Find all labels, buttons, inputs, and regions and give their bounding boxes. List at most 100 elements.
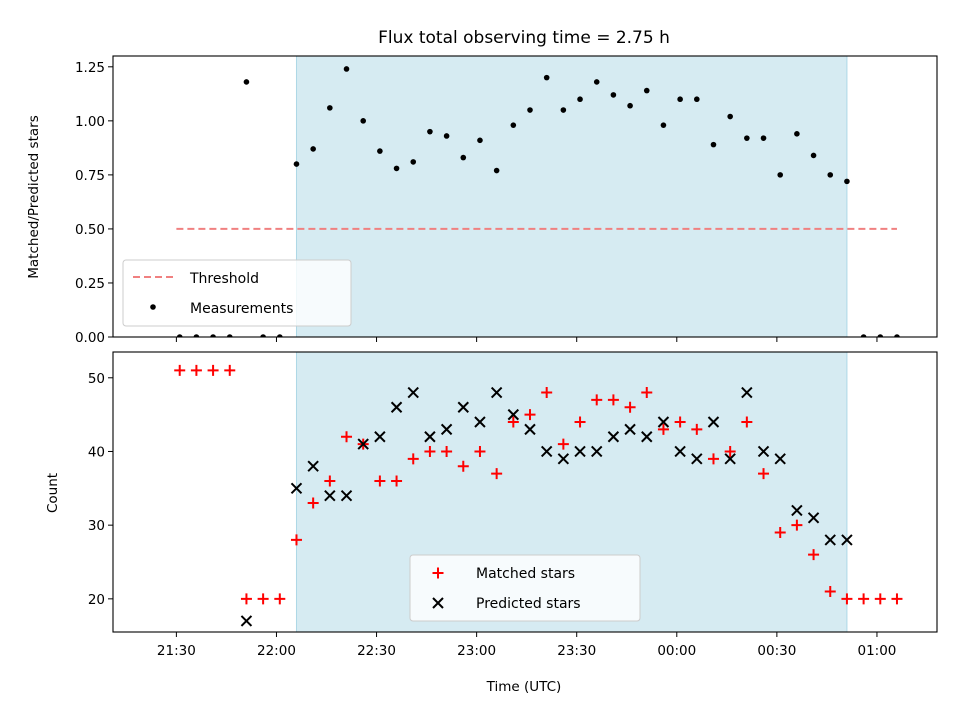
chart-title: Flux total observing time = 2.75 h	[378, 28, 670, 48]
measurement-point	[894, 334, 900, 337]
predicted-star-marker	[357, 438, 369, 450]
y-tick-label: 0.50	[75, 222, 105, 238]
matched-star-marker	[674, 416, 686, 428]
matched-star-marker	[707, 453, 719, 465]
matched-star-marker	[424, 445, 436, 457]
measurement-point	[510, 122, 517, 128]
measurement-point	[343, 66, 350, 72]
predicted-star-marker	[374, 431, 386, 443]
matched-star-marker	[541, 387, 553, 399]
predicted-star-marker	[841, 534, 853, 546]
predicted-star-marker	[574, 445, 586, 458]
y-tick-label: 30	[88, 518, 105, 534]
predicted-star-marker	[807, 512, 820, 524]
measurement-point	[727, 113, 733, 120]
legend-matched-label: Matched stars	[476, 566, 575, 582]
matched-star-marker	[724, 445, 736, 457]
measurement-point	[176, 334, 183, 337]
matched-star-marker	[441, 445, 453, 457]
predicted-star-marker	[657, 416, 670, 428]
predicted-star-marker	[340, 489, 353, 502]
matched-star-marker	[774, 527, 786, 539]
matched-star-marker	[691, 423, 703, 435]
y-tick-label: 20	[88, 592, 105, 608]
legend-measurements-label: Measurements	[190, 301, 293, 317]
predicted-star-marker	[240, 615, 253, 627]
predicted-star-marker	[474, 416, 486, 428]
matched-star-marker	[240, 593, 252, 605]
panel-frame	[112, 351, 938, 633]
y-tick-label: 40	[88, 444, 105, 460]
y-tick-label: 0.00	[75, 330, 105, 346]
matched-star-marker	[224, 364, 236, 376]
matched-star-marker	[324, 475, 336, 487]
measurement-point	[410, 159, 417, 165]
panel-count: 20 30 40 50 21:30 22:00 22:30 23:00 23:30 00:00 00…	[88, 351, 938, 659]
measurement-point	[560, 107, 567, 113]
plot-area: 0.00 0.25 0.50 0.75 1.00 1.25 Threshold Measure…	[75, 55, 938, 659]
y-tick-label: 50	[88, 371, 105, 387]
matched-star-marker	[374, 475, 386, 487]
legend-box	[122, 259, 352, 327]
measurement-point	[760, 135, 767, 141]
measurement-point	[794, 131, 800, 137]
measurement-point	[293, 161, 300, 167]
matched-star-marker	[274, 593, 286, 605]
measurement-point	[744, 135, 750, 141]
panel-ratio: 0.00 0.25 0.50 0.75 1.00 1.25 Threshold Measure…	[75, 55, 938, 346]
predicted-star-marker	[591, 445, 603, 458]
predicted-star-marker	[324, 489, 336, 502]
predicted-star-marker	[390, 401, 403, 413]
matched-star-marker	[391, 475, 403, 487]
measurement-point	[193, 334, 200, 337]
measurement-point	[260, 334, 266, 337]
matched-star-marker	[741, 416, 753, 428]
measurement-point	[827, 172, 834, 178]
predicted-star-marker	[774, 453, 786, 465]
x-axis-label: Time (UTC)	[486, 679, 562, 695]
measurement-point	[310, 146, 316, 152]
measurement-point	[377, 148, 383, 154]
predicted-star-marker	[490, 386, 503, 399]
predicted-star-marker	[741, 386, 753, 399]
x-tick-label: 22:30	[357, 643, 396, 659]
predicted-star-marker	[524, 423, 536, 436]
predicted-star-marker	[757, 445, 770, 458]
matched-star-marker	[841, 593, 853, 605]
matched-star-marker	[624, 401, 636, 413]
matched-star-marker	[574, 416, 586, 428]
measurement-point	[460, 154, 467, 161]
measurement-point	[543, 74, 550, 81]
predicted-star-marker	[407, 386, 419, 399]
legend-matched-swatch	[432, 567, 444, 579]
predicted-star-marker	[540, 445, 553, 458]
measurement-point	[493, 167, 500, 174]
x-tick-label: 23:00	[457, 643, 496, 659]
bottom-y-axis-label: Count	[45, 473, 61, 513]
measurement-point	[577, 96, 583, 103]
legend-predicted-swatch	[432, 597, 444, 609]
predicted-star-marker	[624, 423, 636, 436]
measurement-point	[477, 137, 483, 144]
matched-star-marker	[524, 409, 536, 421]
matched-star-marker	[491, 468, 503, 480]
predicted-star-marker	[791, 504, 803, 517]
legend: Threshold Measurements	[122, 259, 352, 327]
predicted-star-marker	[674, 445, 686, 458]
measurement-point	[226, 334, 233, 337]
panel-content	[176, 56, 900, 337]
top-y-axis-label: Matched/Predicted stars	[26, 115, 42, 278]
measurement-point	[610, 92, 617, 98]
matched-star-marker	[591, 394, 603, 406]
predicted-star-marker	[824, 534, 836, 546]
measurement-point	[393, 165, 400, 172]
matched-star-marker	[607, 394, 619, 406]
measurement-point	[643, 87, 650, 94]
matched-star-marker	[657, 423, 669, 435]
y-tick-label: 1.25	[75, 60, 105, 76]
matched-star-marker	[207, 364, 219, 376]
panel-frame	[112, 55, 938, 338]
matched-star-marker	[791, 519, 803, 531]
measurement-point	[327, 105, 333, 111]
measurement-point	[694, 96, 700, 103]
